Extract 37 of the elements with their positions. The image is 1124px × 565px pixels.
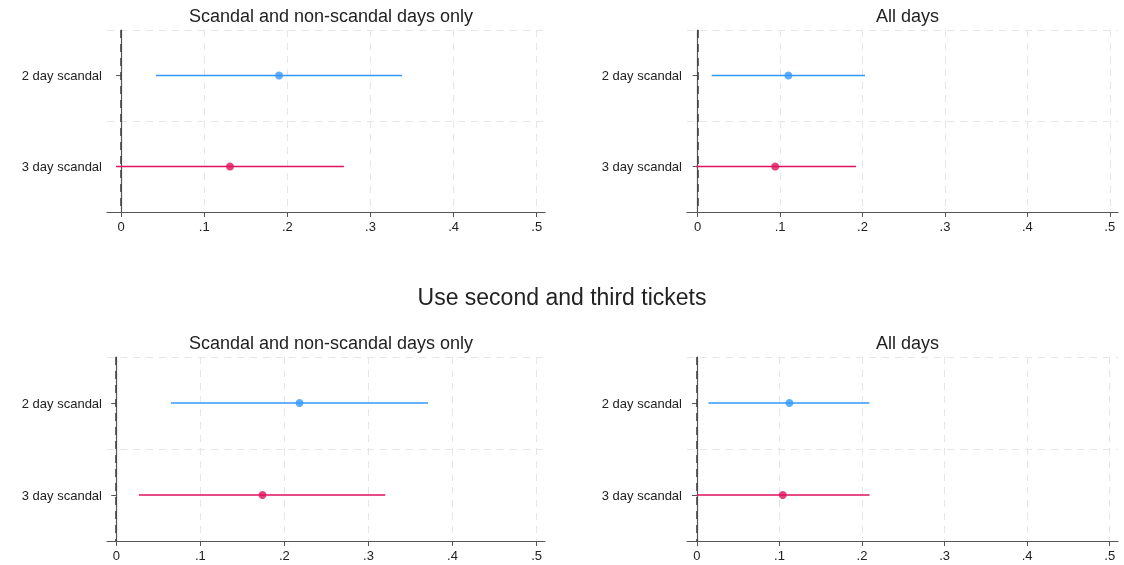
x-tick-label: .3 [939,219,951,234]
x-tick-label: .1 [774,219,786,234]
chart-title: Scandal and non-scandal days only [188,333,474,353]
text: Use second and third tickets [416,284,708,311]
x-tick-label: .2 [281,219,293,234]
y-tick-label: 3 day scandal [21,159,103,174]
x-tick-label: 0 [693,548,701,563]
chart-title: All days [875,333,940,353]
x-tick-label: 0 [112,548,120,563]
y-tick-label: 2 day scandal [21,395,103,411]
x-tick-label: .3 [939,548,951,563]
x-tick-label: .1 [774,548,785,563]
x-tick-label: .4 [1021,548,1033,563]
x-tick-label: .3 [365,219,376,234]
x-tick-label: .2 [857,219,868,234]
y-tick-label: 3 day scandal [21,487,103,503]
chart-title: Scandal and non-scandal days only [188,6,474,26]
x-tick-label: .4 [447,548,458,563]
x-tick-label: .2 [856,548,868,563]
x-tick-label: .5 [531,548,543,563]
x-tick-label: .4 [448,219,459,234]
x-tick-label: .5 [531,219,543,234]
y-tick-label: 2 day scandal [601,395,683,411]
x-tick-label: 0 [694,219,702,234]
y-tick-label: 2 day scandal [21,68,103,83]
y-tick-label: 3 day scandal [601,487,683,503]
x-tick-label: .5 [1104,219,1116,234]
x-tick-label: .1 [198,219,210,234]
x-tick-label: 0 [117,219,125,234]
x-tick-label: .3 [363,548,374,563]
y-tick-label: 3 day scandal [601,159,683,174]
y-tick-label: 2 day scandal [601,68,683,83]
x-tick-label: .2 [278,548,290,563]
x-tick-label: .1 [194,548,206,563]
x-tick-label: .4 [1021,219,1033,234]
x-tick-label: .5 [1104,548,1116,563]
chart-title: All days [875,6,940,26]
